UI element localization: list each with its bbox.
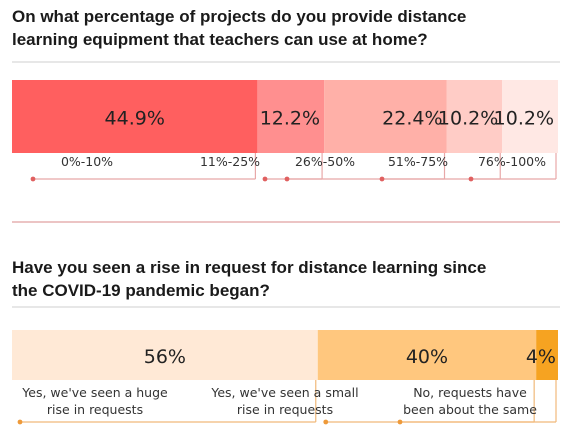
chart2-category-label: Yes, we've seen a huge xyxy=(21,385,168,400)
chart2-category-label: been about the same xyxy=(403,402,537,417)
chart1-leader-dot xyxy=(262,176,268,182)
chart2-value-label: 56% xyxy=(144,346,186,368)
chart1-value-label: 10.2% xyxy=(494,108,554,130)
chart1-value-label: 12.2% xyxy=(260,108,320,130)
chart1-value-label: 22.4% xyxy=(382,108,442,130)
chart1-title-line1: On what percentage of projects do you pr… xyxy=(12,7,466,26)
chart1-category-label: 11%-25% xyxy=(200,154,260,169)
chart2-leader-dot xyxy=(397,419,403,425)
chart1-leader-dot xyxy=(30,176,36,182)
chart1-value-label: 44.9% xyxy=(105,108,165,130)
chart1-bar-segment xyxy=(257,80,325,153)
chart2-bar-segment xyxy=(536,330,558,380)
chart2-bar-segment xyxy=(317,330,537,380)
chart2-leader-dot xyxy=(17,419,23,425)
chart2-leader-dot xyxy=(323,419,329,425)
chart1-value-label: 10.2% xyxy=(438,108,498,130)
chart2-title-line2: the COVID-19 pandemic began? xyxy=(12,281,270,300)
chart2-value-label: 4% xyxy=(526,346,556,368)
chart2-bar-segment xyxy=(12,330,318,380)
chart1-bar-segment xyxy=(502,80,558,153)
chart2-title-line1: Have you seen a rise in request for dist… xyxy=(12,258,486,277)
chart2-value-label: 40% xyxy=(406,346,448,368)
chart2-category-label: Yes, we've seen a small xyxy=(210,385,358,400)
chart1-bar-segment xyxy=(446,80,503,153)
chart2-category-label: rise in requests xyxy=(237,402,333,417)
chart1-category-label: 51%-75% xyxy=(388,154,448,169)
chart2-category-label: No, requests have xyxy=(413,385,527,400)
chart1-category-label: 0%-10% xyxy=(61,154,113,169)
chart1-bar-segment xyxy=(324,80,447,153)
chart1-leader-dot xyxy=(468,176,474,182)
chart1-leader-dot xyxy=(379,176,385,182)
chart1-bar-segment xyxy=(12,80,258,153)
chart1-category-label: 76%-100% xyxy=(478,154,546,169)
chart2-category-label: rise in requests xyxy=(47,402,143,417)
chart1-title-line2: learning equipment that teachers can use… xyxy=(12,30,428,49)
chart1-leader-dot xyxy=(284,176,290,182)
chart1-category-label: 26%-50% xyxy=(295,154,355,169)
